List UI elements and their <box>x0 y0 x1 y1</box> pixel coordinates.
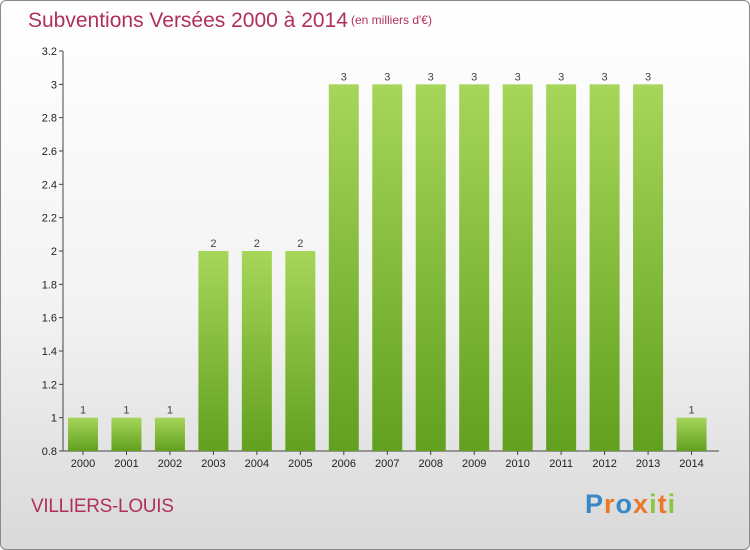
bar-value-label: 3 <box>602 71 608 83</box>
y-tick-label: 2.4 <box>42 179 57 191</box>
bar-value-label: 1 <box>123 405 129 417</box>
x-tick-label: 2002 <box>158 458 182 470</box>
bar <box>589 84 620 451</box>
bar-value-label: 3 <box>558 71 564 83</box>
x-tick-label: 2012 <box>592 458 616 470</box>
bar-value-label: 1 <box>80 405 86 417</box>
bar-value-label: 3 <box>341 71 347 83</box>
bar <box>546 84 577 451</box>
bar <box>372 84 403 451</box>
bar-value-label: 3 <box>384 71 390 83</box>
x-tick-label: 2008 <box>418 458 442 470</box>
labels: 1 2000 1 2001 1 2002 2 2003 2 2004 2 2005 3 2006 3 2007… <box>71 71 704 470</box>
x-tick-label: 2010 <box>505 458 529 470</box>
y-tick-label: 2.8 <box>42 113 57 125</box>
logo-letter: i <box>649 489 658 519</box>
bar-value-label: 1 <box>167 405 173 417</box>
y-tick-label: 1.6 <box>42 313 57 325</box>
bars <box>68 84 707 451</box>
bar <box>285 251 316 451</box>
x-tick-label: 2003 <box>201 458 225 470</box>
bar <box>68 417 98 451</box>
bar-value-label: 2 <box>210 238 216 250</box>
bar <box>676 417 707 451</box>
bar-value-label: 2 <box>297 238 303 250</box>
x-tick-label: 2013 <box>636 458 660 470</box>
logo-letter: x <box>633 489 650 519</box>
commune-name: VILLIERS-LOUIS <box>31 496 174 517</box>
y-tick-label: 2 <box>51 246 57 258</box>
x-tick-label: 2004 <box>245 458 269 470</box>
bar <box>154 417 185 451</box>
x-tick-label: 2006 <box>332 458 356 470</box>
bar-value-label: 1 <box>688 405 694 417</box>
y-tick-label: 3.2 <box>42 46 57 58</box>
bar <box>633 84 664 451</box>
y-tick-label: 0.8 <box>42 446 57 458</box>
logo-letter: P <box>585 489 605 519</box>
logo-letter: r <box>604 489 616 519</box>
y-tick-label: 1.2 <box>42 379 57 391</box>
x-tick-label: 2009 <box>462 458 486 470</box>
y-tick-label: 1 <box>51 413 57 425</box>
bar <box>111 417 142 451</box>
bar-value-label: 3 <box>428 71 434 83</box>
y-tick-label: 1.8 <box>42 279 57 291</box>
x-tick-label: 2011 <box>549 458 573 470</box>
bar <box>415 84 446 451</box>
bar-value-label: 3 <box>471 71 477 83</box>
bar-value-label: 3 <box>645 71 651 83</box>
bar <box>241 251 272 451</box>
bar <box>328 84 359 451</box>
logo-letter: o <box>615 489 634 519</box>
bar <box>198 251 229 451</box>
y-tick-label: 1.4 <box>42 346 57 358</box>
bar-value-label: 2 <box>254 238 260 250</box>
bar <box>459 84 490 451</box>
proxiti-logo: Proxiti <box>585 489 676 520</box>
logo-letter: t <box>657 489 668 519</box>
chart-subtitle: (en milliers d'€) <box>351 13 432 27</box>
x-tick-label: 2007 <box>375 458 399 470</box>
x-tick-label: 2005 <box>288 458 312 470</box>
logo-letter: i <box>667 489 677 519</box>
y-tick-label: 3 <box>51 79 57 91</box>
bar <box>502 84 533 451</box>
chart-title: Subventions Versées 2000 à 2014 <box>28 9 348 32</box>
y-tick-label: 2.2 <box>42 213 57 225</box>
x-tick-label: 2014 <box>679 458 703 470</box>
x-tick-label: 2001 <box>114 458 138 470</box>
bar-value-label: 3 <box>515 71 521 83</box>
y-tick-label: 2.6 <box>42 146 57 158</box>
x-tick-label: 2000 <box>71 458 95 470</box>
